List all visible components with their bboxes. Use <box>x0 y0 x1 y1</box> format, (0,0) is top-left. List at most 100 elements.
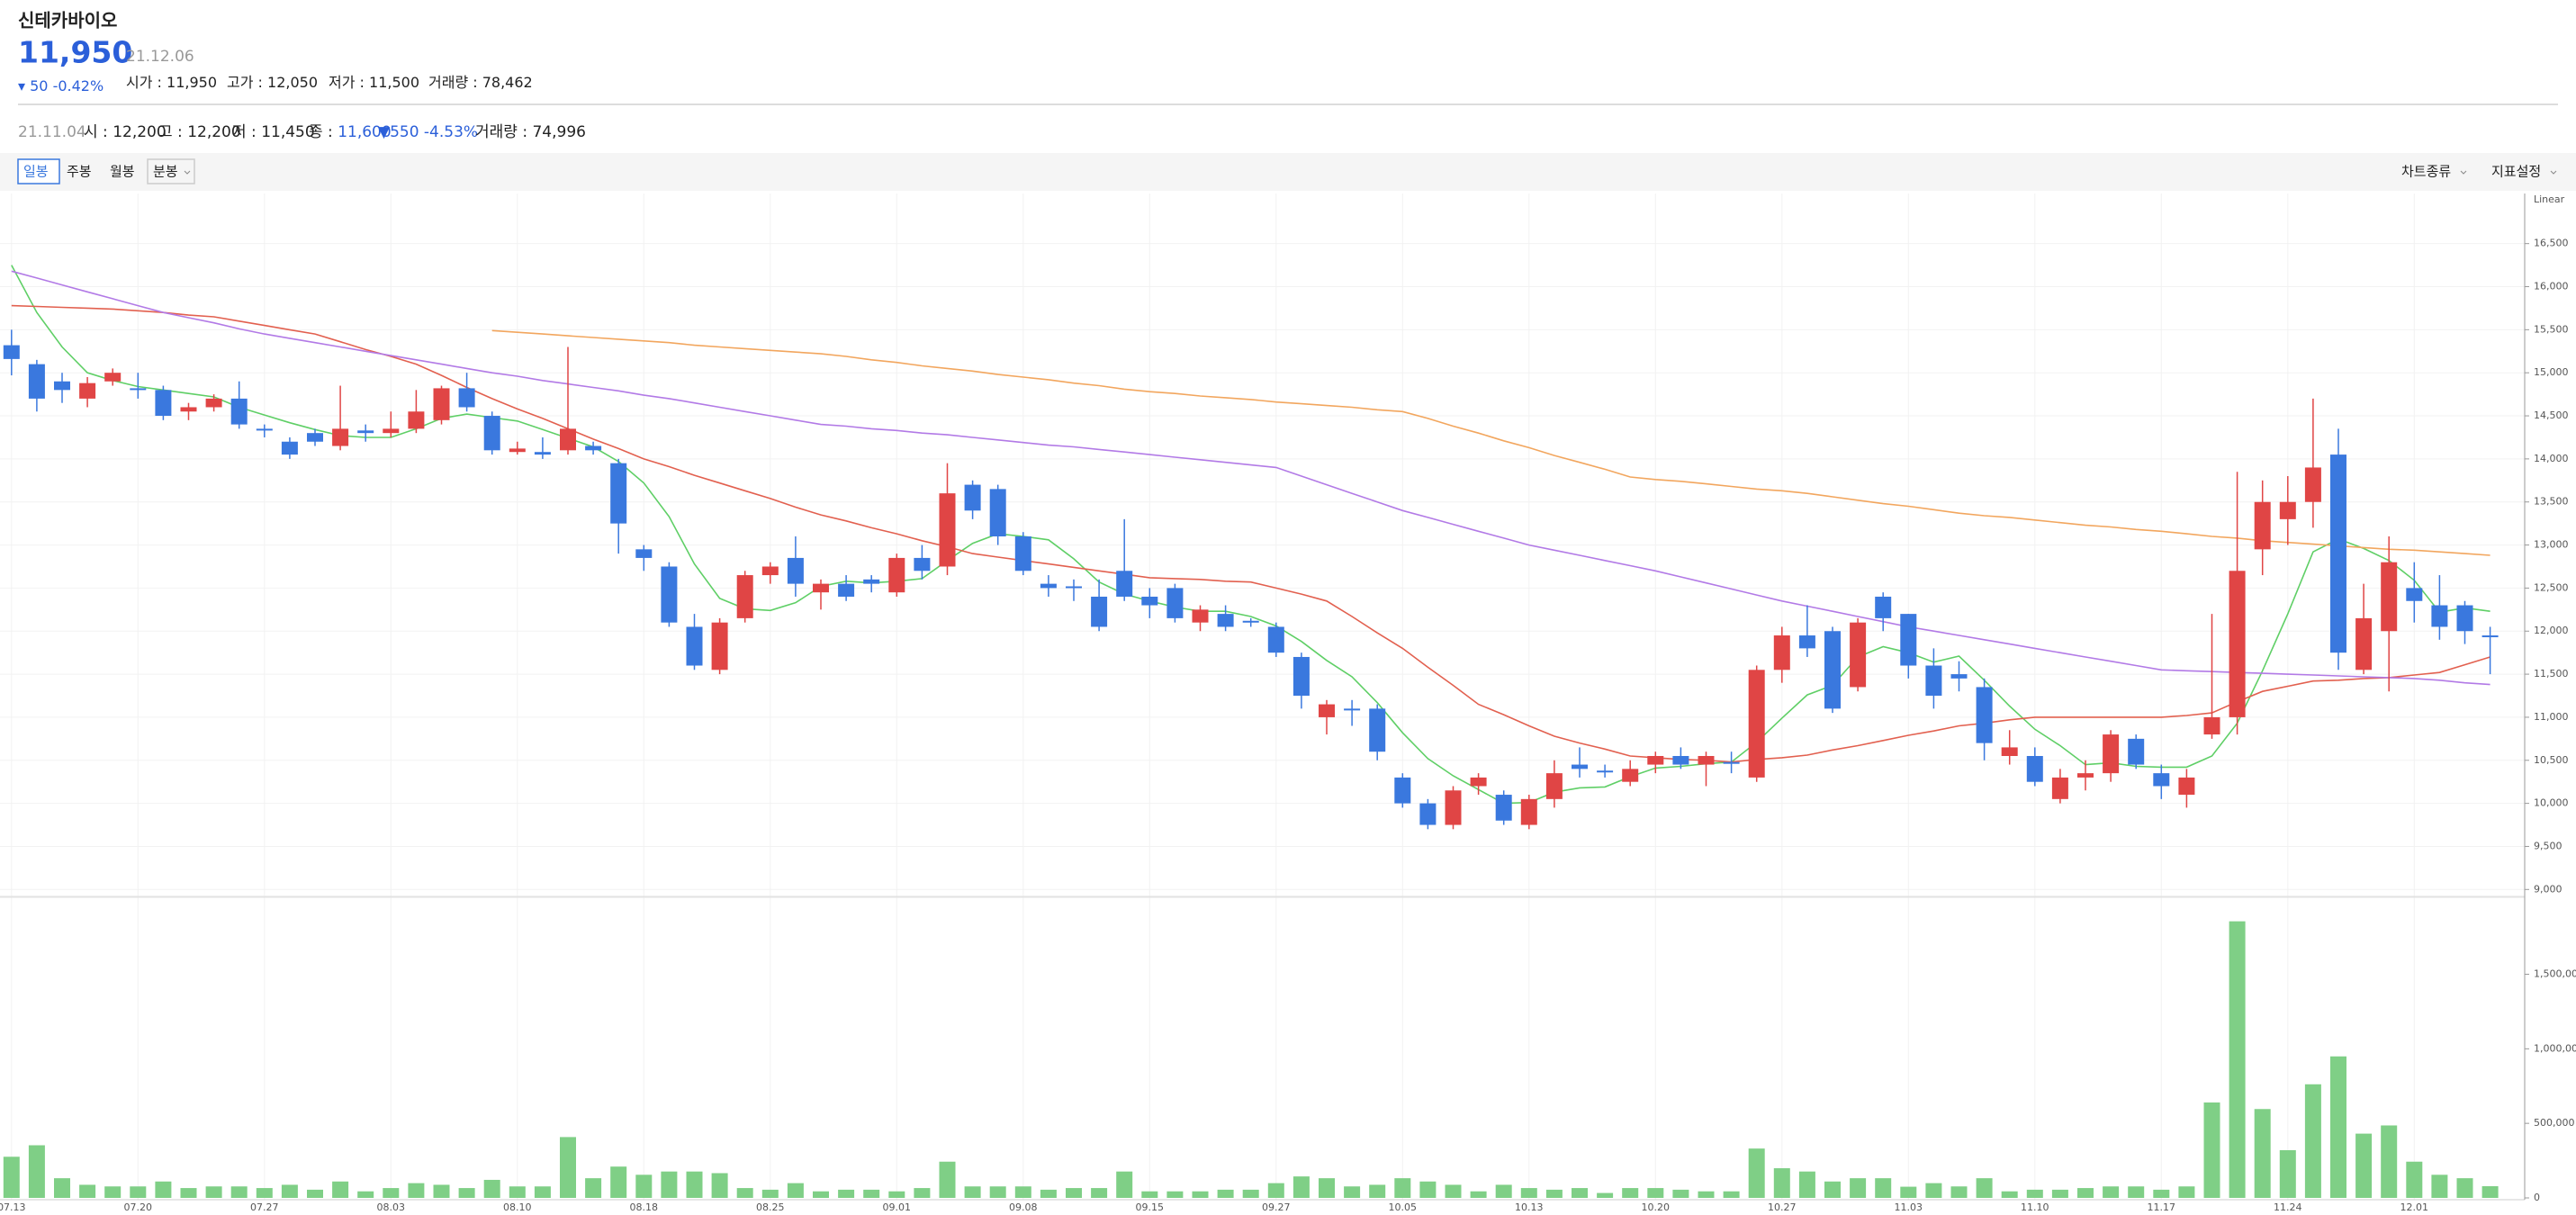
x-tick-label: 09.15 <box>1136 1202 1165 1213</box>
candle-body <box>2153 773 2170 787</box>
volume-bar <box>2456 1178 2473 1198</box>
candle-body <box>1925 665 1942 697</box>
y-tick-label: 16,000 <box>2534 281 2569 292</box>
y-tick-label: 11,000 <box>2534 711 2569 723</box>
candle-body <box>1192 609 1209 623</box>
candle-body <box>483 416 500 451</box>
volume-bar <box>2178 1186 2195 1198</box>
summary-stat: 저 : 11,450 <box>232 123 315 141</box>
menu-label[interactable]: 지표설정 <box>2491 164 2541 180</box>
stat: 저가 : 11,500 <box>329 74 419 91</box>
volume-bar <box>2153 1189 2170 1198</box>
candle-body <box>989 489 1006 536</box>
volume-bar <box>711 1173 728 1198</box>
caret <box>2460 170 2467 175</box>
button-label[interactable]: 분봉 <box>153 164 178 180</box>
candle-body <box>1572 764 1588 770</box>
stat-label: 저 : <box>232 123 257 141</box>
plot: Linear 07.13 07.20 07.27 08.03 08.10 08.18 08.2… <box>0 194 2576 1213</box>
candle-body <box>2178 777 2195 796</box>
candle-body <box>2051 777 2068 799</box>
volume-bar <box>863 1189 880 1198</box>
stat-value: 12,200 <box>187 123 240 141</box>
volume-bar <box>2026 1189 2043 1198</box>
volume-bar <box>787 1183 804 1198</box>
candle-body <box>888 557 905 593</box>
volume-bar <box>130 1186 147 1198</box>
volume-bar <box>1217 1189 1234 1198</box>
candle-body <box>787 557 804 584</box>
label: 거래량 : <box>475 123 527 141</box>
volume-bar <box>1166 1191 1184 1198</box>
volume-bar <box>1647 1188 1664 1198</box>
volume-bar <box>383 1188 400 1198</box>
candle-body <box>2077 773 2094 778</box>
button-label[interactable]: 월봉 <box>110 164 135 180</box>
stat-value: 78,462 <box>482 74 533 91</box>
candle-body <box>408 411 425 429</box>
candle-body <box>230 398 248 425</box>
candle-body <box>104 373 122 382</box>
volume-bar <box>357 1191 374 1198</box>
volume-bar <box>1824 1181 1841 1198</box>
volume-bar <box>610 1166 627 1198</box>
volume-bar <box>939 1161 956 1198</box>
candle-body <box>1495 795 1512 821</box>
candle-body <box>2431 605 2448 627</box>
candle-body <box>2381 562 2398 632</box>
candle-body <box>711 622 728 670</box>
candle-body <box>1091 596 1108 627</box>
button-label[interactable]: 주봉 <box>67 164 92 180</box>
menu-button[interactable]: 지표설정 <box>2491 164 2557 180</box>
volume-bar <box>964 1186 981 1198</box>
candle-body <box>155 390 172 417</box>
y-tick-label: 15,000 <box>2534 366 2569 378</box>
volume-bar <box>54 1178 70 1198</box>
volume-bar <box>1014 1186 1031 1198</box>
volume-bar <box>761 1189 779 1198</box>
candle-body <box>736 575 753 618</box>
y-tick-label: 16,500 <box>2534 238 2569 249</box>
candle-body <box>1445 790 1462 825</box>
button-box <box>17 158 60 184</box>
volume-bar <box>1141 1191 1158 1198</box>
menu-button[interactable]: 차트종류 <box>2401 164 2467 180</box>
menu-label[interactable]: 차트종류 <box>2401 164 2451 180</box>
volume-bar <box>888 1191 905 1198</box>
volume-bar <box>2330 1056 2346 1198</box>
y-tick-label: 12,000 <box>2534 625 2569 636</box>
volume-bar <box>2229 921 2246 1198</box>
stat-label: 시가 : <box>126 74 162 91</box>
stat: 고가 : 12,050 <box>227 74 318 91</box>
period-button[interactable]: 주봉 <box>61 159 103 184</box>
current-price: 11,950 <box>18 35 132 70</box>
candle-body <box>1217 614 1234 627</box>
stat-label: 시 : <box>84 123 108 141</box>
volume-bar <box>1242 1189 1259 1198</box>
candle-body <box>1723 761 1740 764</box>
button-label[interactable]: 일봉 <box>23 164 49 180</box>
candle-body <box>2456 605 2473 632</box>
price-change: ▾ 50 -0.42% <box>18 77 104 94</box>
volume-bar <box>2077 1188 2094 1198</box>
volume-bar <box>1319 1178 1335 1198</box>
volume-bar <box>79 1184 96 1198</box>
candle-body <box>1470 777 1487 787</box>
stat: 거래량 : 78,462 <box>428 74 533 91</box>
candle-body <box>2254 501 2271 550</box>
summary-volume: 거래량 : 74,996 <box>475 123 586 141</box>
stat-label: 고 : <box>158 123 183 141</box>
x-tick-label: 12.01 <box>2400 1202 2429 1213</box>
volume-bar <box>560 1137 576 1198</box>
candle-body <box>1166 588 1184 618</box>
candle-body <box>863 579 880 584</box>
volume-bar <box>155 1181 172 1198</box>
x-tick-label: 11.17 <box>2148 1202 2176 1213</box>
period-button[interactable]: 월봉 <box>104 159 146 184</box>
candle-body <box>2026 755 2043 782</box>
candle-body <box>1950 674 1968 679</box>
period-button[interactable]: 분봉 <box>147 158 195 184</box>
period-button[interactable]: 일봉 <box>17 158 60 184</box>
